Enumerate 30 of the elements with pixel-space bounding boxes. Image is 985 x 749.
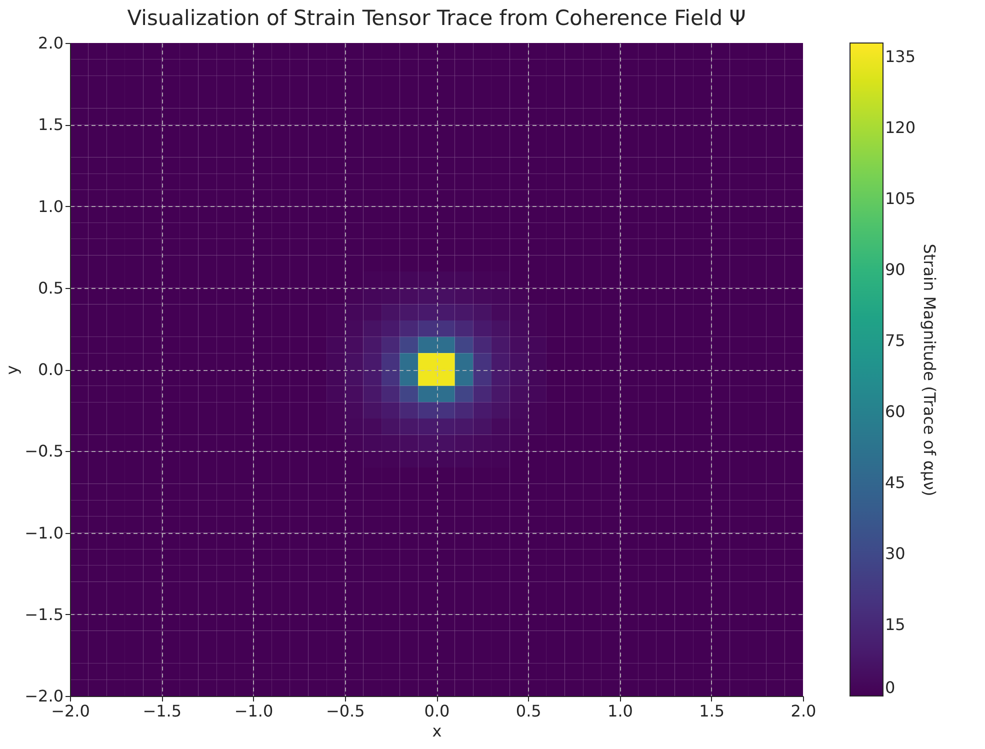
y-axis-title: y: [2, 365, 22, 375]
x-tick-label: 2.0: [790, 702, 816, 720]
color-bar-label: 15: [885, 615, 906, 634]
x-tick-label: 1.5: [699, 702, 725, 720]
x-axis-title: x: [432, 722, 442, 740]
color-bar-label: 60: [885, 402, 906, 422]
color-bar-label: 45: [885, 473, 906, 492]
chart-title: Visualization of Strain Tensor Trace from Coherence Field Ψ: [127, 6, 746, 30]
y-tick-label: 0.5: [38, 278, 64, 298]
x-tick-label: −1.5: [142, 702, 182, 720]
y-tick-label: −1.5: [24, 604, 64, 624]
y-tick-label: 0.0: [38, 360, 64, 379]
color-bar-label: 30: [885, 544, 906, 564]
color-bar-label: 120: [885, 118, 916, 138]
color-bar-title: Strain Magnitude (Trace of αμν): [920, 244, 939, 496]
y-tick-label: −0.5: [24, 442, 64, 461]
color-bar-label: 75: [885, 331, 906, 350]
x-tick-label: 1.0: [608, 702, 633, 720]
color-bar-label: 135: [885, 47, 916, 66]
x-tick-label: −1.0: [234, 702, 274, 720]
y-tick-label: 2.0: [38, 34, 64, 52]
color-bar-label: 105: [885, 189, 916, 208]
y-tick-label: 1.0: [38, 196, 64, 216]
y-tick-label: 1.5: [38, 115, 64, 134]
color-bar-label: 0: [885, 678, 896, 697]
x-tick-label: 0.0: [424, 702, 450, 720]
y-tick-label: −1.0: [24, 523, 64, 542]
x-tick-label: 0.5: [516, 702, 542, 720]
color-bar-label: 90: [885, 260, 906, 280]
x-tick-label: −0.5: [326, 702, 365, 720]
